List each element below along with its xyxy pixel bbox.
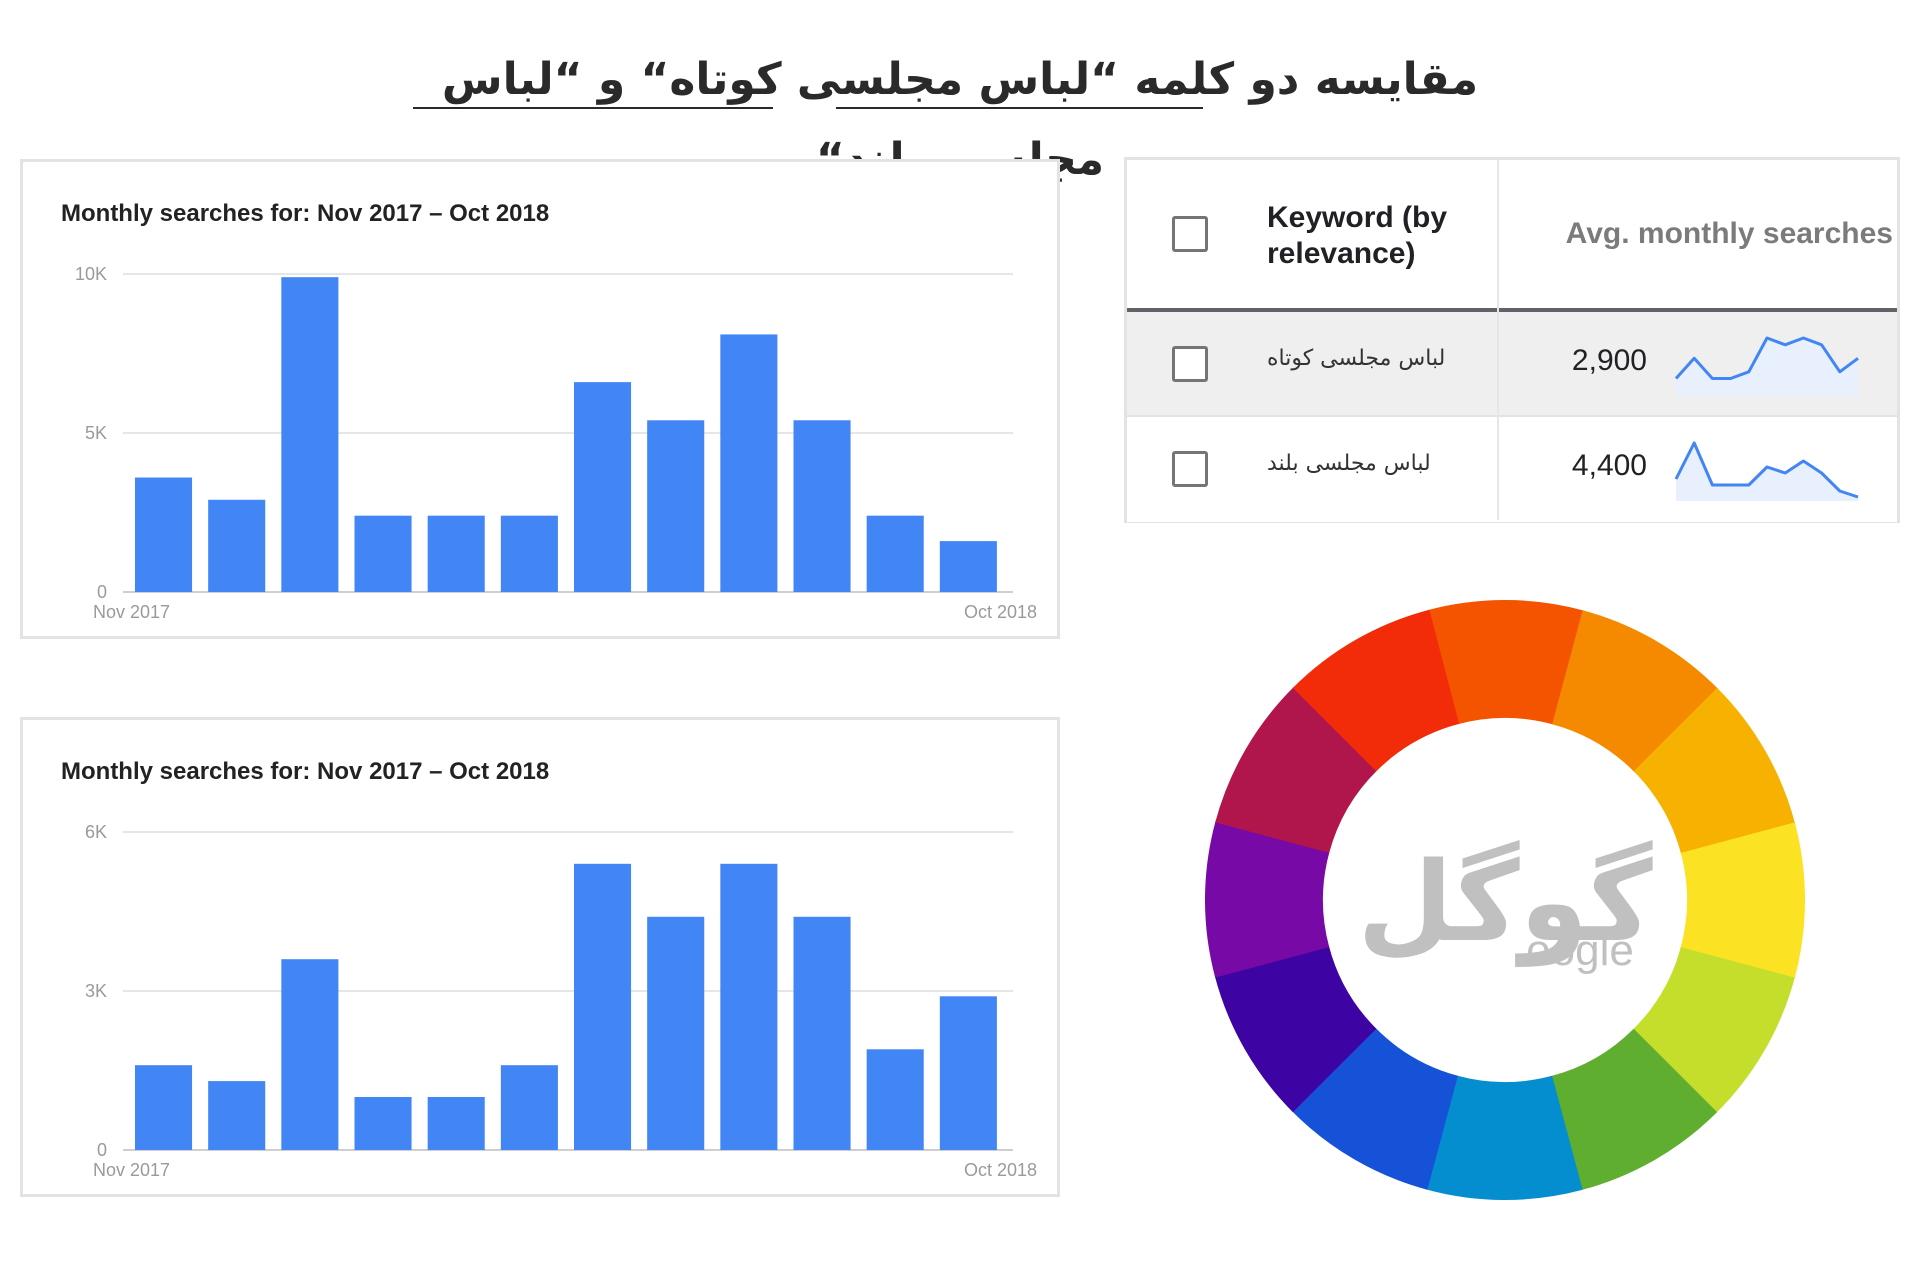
avg-searches-value: 4,400 [1571, 449, 1647, 482]
wheel-segment [1214, 945, 1377, 1113]
y-tick-label: 6K [85, 822, 107, 842]
select-all-checkbox[interactable] [1172, 216, 1208, 252]
table-row[interactable]: لباس مجلسی بلند 4,400 [1127, 417, 1897, 522]
keyword-text: لباس مجلسی کوتاه [1267, 346, 1446, 371]
x-start-label: Nov 2017 [93, 1160, 170, 1180]
row-checkbox[interactable] [1172, 451, 1208, 487]
y-tick-label: 5K [85, 423, 107, 443]
keyword-text: لباس مجلسی بلند [1267, 451, 1431, 476]
bar: Dec 2017: 1300 [208, 1081, 266, 1150]
wheel-segment [1550, 1028, 1718, 1191]
y-tick-label: 0 [97, 582, 107, 602]
wheel-segment [1292, 609, 1460, 772]
wheel-segment [1632, 947, 1795, 1114]
bar: Aug 2018: 4400 [793, 916, 851, 1150]
wheel-segment [1215, 686, 1378, 853]
bar: Mar 2018: 2400 [427, 515, 485, 592]
bar: Oct 2018: 1600 [939, 541, 997, 592]
chart-title: Monthly searches for: Nov 2017 – Oct 201… [61, 200, 550, 227]
bar: May 2018: 6600 [574, 382, 632, 592]
sparkline-line [1674, 336, 1859, 380]
trend-sparkline [1674, 336, 1859, 396]
title-underline-left [413, 107, 773, 109]
bar: Nov 2017: 3600 [135, 477, 193, 592]
monthly-searches-chart-short: Monthly searches for: Nov 2017 – Oct 201… [20, 159, 1060, 639]
logo-sub: oogle [1526, 926, 1634, 975]
bar: Jan 2018: 3600 [281, 959, 339, 1150]
color-wheel-ring [1204, 599, 1806, 1201]
y-tick-label: 10K [75, 264, 107, 284]
bar: Apr 2018: 1600 [500, 1065, 558, 1150]
keyword-table-header: Keyword (by relevance) Avg. monthly sear… [1127, 160, 1897, 312]
keyword-column-header[interactable]: Keyword (by relevance) [1267, 201, 1448, 270]
bar: Feb 2018: 2400 [354, 515, 412, 592]
column-divider [1497, 160, 1499, 520]
bar: May 2018: 5400 [574, 863, 632, 1150]
monthly-searches-chart-long: Monthly searches for: Nov 2017 – Oct 201… [20, 717, 1060, 1197]
wheel-segment [1427, 599, 1585, 725]
color-wheel-logo: گوگل oogle [1204, 599, 1806, 1201]
x-end-label: Oct 2018 [964, 602, 1037, 622]
wheel-segment [1633, 687, 1796, 855]
bar-chart-svg: 6K 3K 0 Nov 2017: 1600 Dec 2017: 1300 Jan 201… [85, 822, 1037, 1180]
bar: Aug 2018: 5400 [793, 420, 851, 592]
bar: Jun 2018: 4400 [647, 916, 705, 1150]
avg-searches-value: 2,900 [1571, 344, 1647, 377]
wheel-segment [1291, 1027, 1458, 1190]
avg-monthly-searches-column-header[interactable]: Avg. monthly searches [1565, 217, 1893, 250]
y-tick-label: 0 [97, 1140, 107, 1160]
bar: Oct 2018: 2900 [939, 996, 997, 1150]
sparkline-line [1674, 441, 1859, 499]
wheel-segment [1552, 610, 1719, 773]
keyword-table: Keyword (by relevance) Avg. monthly sear… [1124, 157, 1900, 523]
bar: Jan 2018: 9900 [281, 277, 339, 592]
bar: Sep 2018: 2400 [866, 515, 924, 592]
x-end-label: Oct 2018 [964, 1160, 1037, 1180]
table-row[interactable]: لباس مجلسی کوتاه 2,900 [1127, 312, 1897, 417]
wheel-segment [1425, 1075, 1583, 1201]
bar-chart-svg: 10K 5K 0 Nov 2017: 3600 Dec 2017: 2900 Jan 20… [75, 264, 1037, 622]
bar: Apr 2018: 2400 [500, 515, 558, 592]
title-underline-right [836, 107, 1203, 109]
trend-sparkline [1674, 441, 1859, 501]
sparkline-area [1676, 338, 1858, 396]
bar: Mar 2018: 1000 [427, 1097, 485, 1150]
row-checkbox[interactable] [1172, 346, 1208, 382]
bar: Nov 2017: 1600 [135, 1065, 193, 1150]
bar: Jul 2018: 5400 [720, 863, 778, 1150]
bar: Feb 2018: 1000 [354, 1097, 412, 1150]
wheel-segment [1680, 822, 1806, 980]
gogal-logo: گوگل oogle [1357, 838, 1652, 975]
bar: Jul 2018: 8100 [720, 334, 778, 592]
y-tick-label: 3K [85, 981, 107, 1001]
logo-wordmark: گوگل [1357, 838, 1652, 967]
bar: Jun 2018: 5400 [647, 420, 705, 592]
chart-title: Monthly searches for: Nov 2017 – Oct 201… [61, 758, 550, 785]
wheel-segment [1204, 820, 1330, 978]
bar: Dec 2017: 2900 [208, 499, 266, 592]
sparkline-area [1676, 443, 1858, 501]
bar: Sep 2018: 1900 [866, 1049, 924, 1150]
x-start-label: Nov 2017 [93, 602, 170, 622]
